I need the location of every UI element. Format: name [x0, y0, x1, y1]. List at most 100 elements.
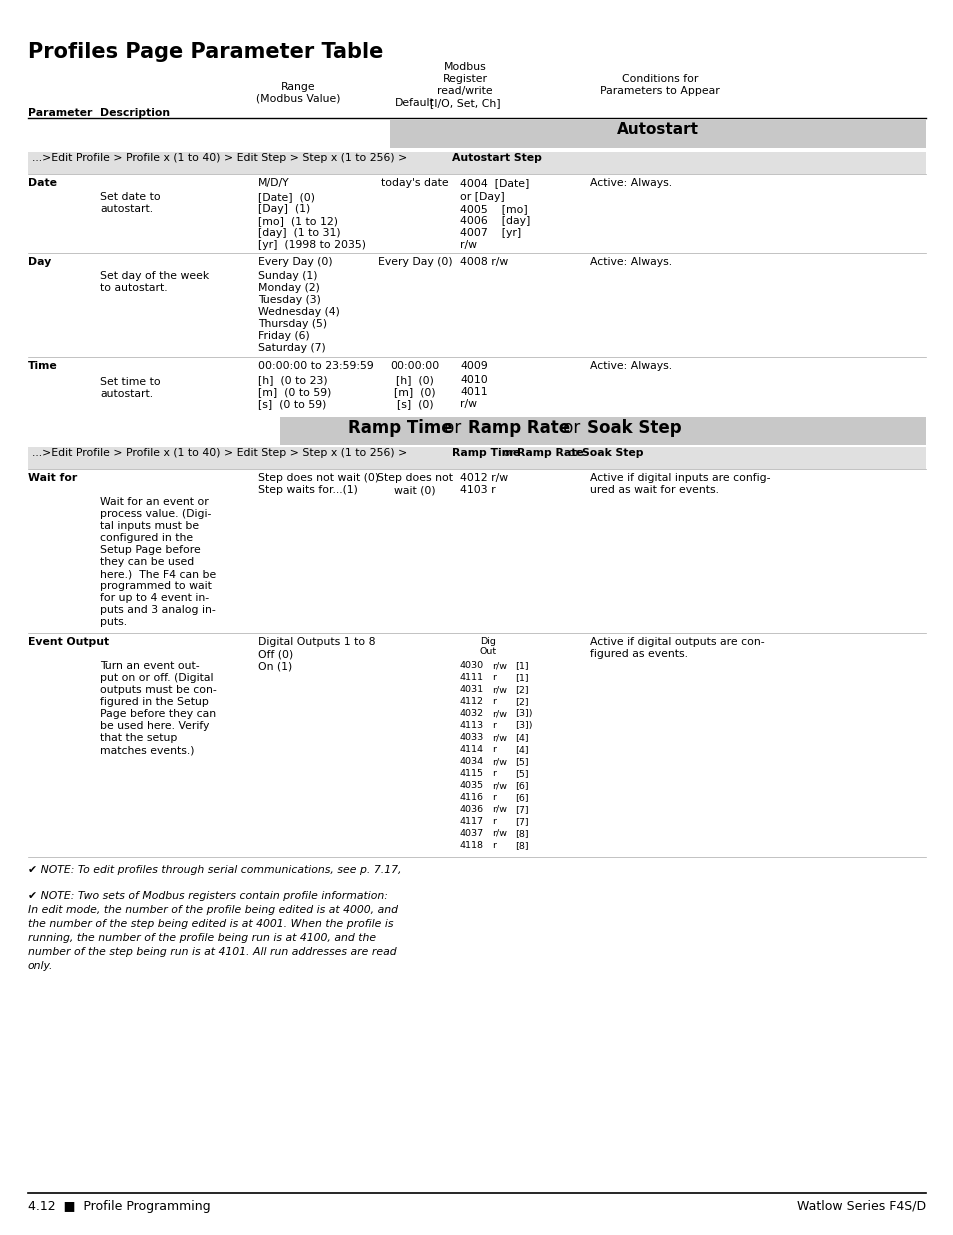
Text: Out: Out: [479, 647, 497, 656]
Text: Autostart: Autostart: [617, 122, 699, 137]
Text: r: r: [492, 818, 496, 826]
Bar: [28, 447, 925, 469]
Text: [h]  (0): [h] (0): [395, 375, 434, 385]
Text: or [Day]: or [Day]: [459, 191, 504, 203]
Text: Set date to: Set date to: [100, 191, 160, 203]
Text: outputs must be con-: outputs must be con-: [100, 685, 216, 695]
Text: [Date]  (0): [Date] (0): [257, 191, 314, 203]
Text: [4]: [4]: [515, 734, 528, 742]
Text: [mo]  (1 to 12): [mo] (1 to 12): [257, 216, 337, 226]
Text: Setup Page before: Setup Page before: [100, 545, 200, 555]
Text: or: or: [438, 419, 466, 437]
Text: figured in the Setup: figured in the Setup: [100, 697, 209, 706]
Text: r/w: r/w: [492, 685, 506, 694]
Text: 4113: 4113: [459, 721, 483, 730]
Text: [h]  (0 to 23): [h] (0 to 23): [257, 375, 327, 385]
Text: [7]: [7]: [515, 805, 528, 814]
Text: [7]: [7]: [515, 818, 528, 826]
Text: r: r: [492, 745, 496, 755]
Text: [day]  (1 to 31): [day] (1 to 31): [257, 228, 340, 238]
Text: [I/O, Set, Ch]: [I/O, Set, Ch]: [429, 98, 499, 107]
Text: r/w: r/w: [492, 829, 506, 839]
Text: Set day of the week: Set day of the week: [100, 270, 209, 282]
Text: [m]  (0 to 59): [m] (0 to 59): [257, 387, 331, 396]
Text: tal inputs must be: tal inputs must be: [100, 521, 199, 531]
Text: 4037: 4037: [459, 829, 483, 839]
Text: Step does not: Step does not: [376, 473, 453, 483]
Text: Date: Date: [28, 178, 57, 188]
Text: [4]: [4]: [515, 745, 528, 755]
Text: 4010: 4010: [459, 375, 487, 385]
Text: Friday (6): Friday (6): [257, 331, 310, 341]
Text: r: r: [492, 841, 496, 850]
Text: or: or: [558, 419, 585, 437]
Text: [m]  (0): [m] (0): [394, 387, 436, 396]
Text: Active: Always.: Active: Always.: [589, 257, 672, 267]
Text: 4009: 4009: [459, 361, 487, 370]
Text: Ramp Rate: Ramp Rate: [517, 448, 583, 458]
Text: Parameter: Parameter: [28, 107, 92, 119]
Text: they can be used: they can be used: [100, 557, 194, 567]
Text: Wednesday (4): Wednesday (4): [257, 308, 339, 317]
Text: programmed to wait: programmed to wait: [100, 580, 212, 592]
Text: [2]: [2]: [515, 697, 528, 706]
Text: [8]: [8]: [515, 841, 528, 850]
Text: [5]: [5]: [515, 757, 528, 766]
Text: 4111: 4111: [459, 673, 483, 682]
Text: wait (0): wait (0): [394, 485, 436, 495]
Text: 4032: 4032: [459, 709, 483, 718]
Text: Active: Always.: Active: Always.: [589, 178, 672, 188]
Text: Every Day (0): Every Day (0): [257, 257, 333, 267]
Text: or: or: [564, 448, 582, 458]
Text: autostart.: autostart.: [100, 204, 153, 214]
Text: Every Day (0): Every Day (0): [377, 257, 452, 267]
Text: Range: Range: [280, 82, 315, 91]
Text: r/w: r/w: [459, 240, 476, 249]
Text: [3]): [3]): [515, 721, 532, 730]
Text: autostart.: autostart.: [100, 389, 153, 399]
Text: [5]: [5]: [515, 769, 528, 778]
Text: [s]  (0 to 59): [s] (0 to 59): [257, 399, 326, 409]
Text: 4117: 4117: [459, 818, 483, 826]
Text: Active if digital inputs are config-: Active if digital inputs are config-: [589, 473, 770, 483]
Text: matches events.): matches events.): [100, 745, 194, 755]
Text: 4118: 4118: [459, 841, 483, 850]
Text: r: r: [492, 673, 496, 682]
Text: [1]: [1]: [515, 673, 528, 682]
Text: 4005    [mo]: 4005 [mo]: [459, 204, 527, 214]
Text: puts and 3 analog in-: puts and 3 analog in-: [100, 605, 215, 615]
Text: 4007    [yr]: 4007 [yr]: [459, 228, 520, 238]
Text: 4012 r/w: 4012 r/w: [459, 473, 508, 483]
Text: 4030: 4030: [459, 661, 483, 671]
Text: 4006    [day]: 4006 [day]: [459, 216, 530, 226]
Text: Turn an event out-: Turn an event out-: [100, 661, 199, 671]
Text: 4031: 4031: [459, 685, 483, 694]
Text: 4112: 4112: [459, 697, 483, 706]
Text: process value. (Digi-: process value. (Digi-: [100, 509, 212, 519]
Text: r: r: [492, 769, 496, 778]
Text: [2]: [2]: [515, 685, 528, 694]
Text: r/w: r/w: [459, 399, 476, 409]
Text: Modbus: Modbus: [443, 62, 486, 72]
Text: Active if digital outputs are con-: Active if digital outputs are con-: [589, 637, 763, 647]
Text: Wait for an event or: Wait for an event or: [100, 496, 209, 508]
Text: here.)  The F4 can be: here.) The F4 can be: [100, 569, 216, 579]
Text: [Day]  (1): [Day] (1): [257, 204, 310, 214]
Text: configured in the: configured in the: [100, 534, 193, 543]
Text: number of the step being run is at 4101. All run addresses are read: number of the step being run is at 4101.…: [28, 947, 396, 957]
Text: Autostart Step: Autostart Step: [452, 153, 541, 163]
Text: Tuesday (3): Tuesday (3): [257, 295, 320, 305]
Text: Time: Time: [28, 361, 58, 370]
Text: ...>Edit Profile > Profile x (1 to 40) > Edit Step > Step x (1 to 256) >: ...>Edit Profile > Profile x (1 to 40) >…: [32, 448, 411, 458]
Text: In edit mode, the number of the profile being edited is at 4000, and: In edit mode, the number of the profile …: [28, 905, 397, 915]
Text: r: r: [492, 721, 496, 730]
Text: for up to 4 event in-: for up to 4 event in-: [100, 593, 209, 603]
Bar: [280, 417, 925, 445]
Text: 4004  [Date]: 4004 [Date]: [459, 178, 529, 188]
Text: ...>Edit Profile > Profile x (1 to 40) > Edit Step > Step x (1 to 256) >: ...>Edit Profile > Profile x (1 to 40) >…: [32, 153, 411, 163]
Text: Description: Description: [100, 107, 170, 119]
Text: [6]: [6]: [515, 781, 528, 790]
Text: Dig: Dig: [479, 637, 496, 646]
Text: or: or: [499, 448, 517, 458]
Text: Soak Step: Soak Step: [581, 448, 643, 458]
